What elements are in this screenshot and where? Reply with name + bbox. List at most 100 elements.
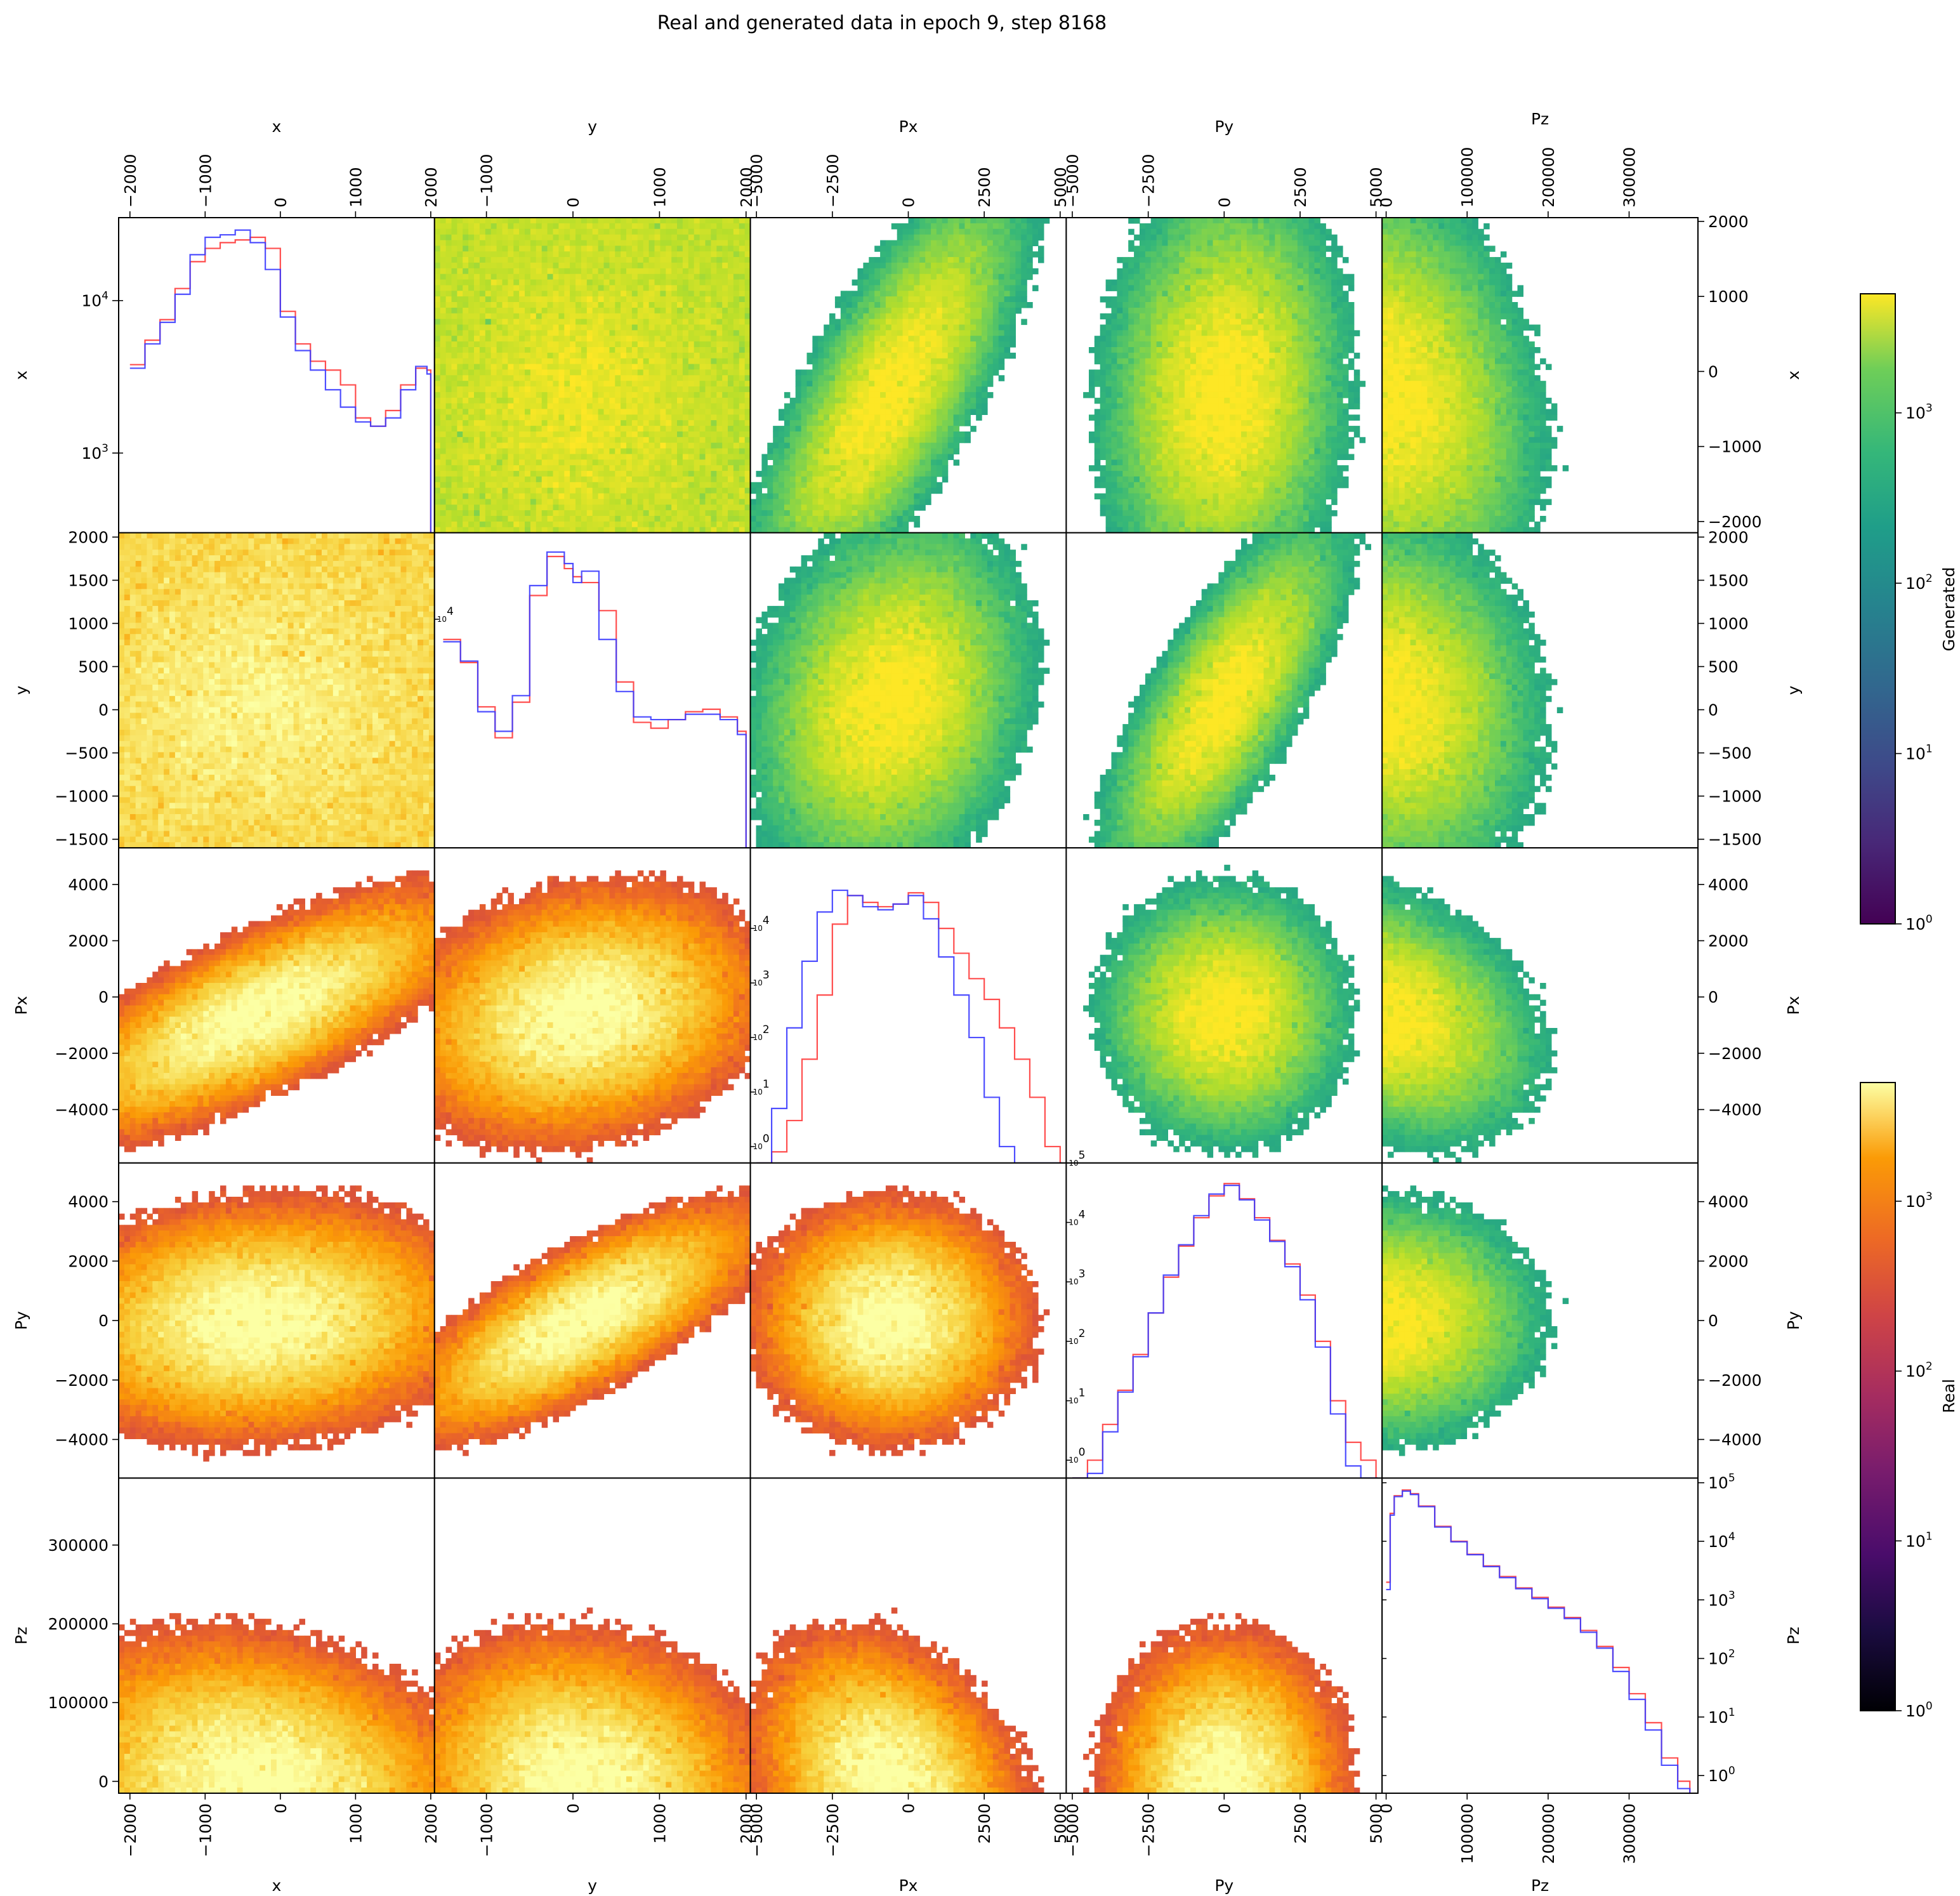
heatmap-cell: [593, 482, 599, 489]
heatmap-cell: [513, 341, 520, 348]
heatmap-cell: [593, 437, 599, 444]
heatmap-cell: [739, 516, 746, 522]
heatmap-cell: [649, 257, 655, 263]
heatmap-cell: [615, 229, 621, 235]
heatmap-cell: [485, 325, 492, 331]
heatmap-cell: [638, 375, 644, 381]
heatmap-cell: [474, 504, 480, 511]
heatmap-cell: [643, 459, 650, 466]
heatmap-cell: [711, 285, 717, 291]
heatmap-cell: [632, 465, 638, 471]
heatmap-cell: [474, 392, 480, 398]
heatmap-cell: [542, 218, 548, 224]
heatmap-cell: [733, 369, 740, 376]
heatmap-cell: [468, 494, 475, 500]
heatmap-cell: [548, 369, 554, 376]
heatmap-cell: [581, 522, 588, 528]
heatmap-cell: [671, 274, 678, 280]
heatmap-cell: [536, 223, 543, 230]
heatmap-cell: [480, 353, 486, 359]
heatmap-cell: [638, 296, 644, 303]
heatmap-cell: [733, 235, 740, 241]
heatmap-cell: [525, 426, 531, 432]
heatmap-cell: [700, 522, 706, 528]
heatmap-cell: [503, 516, 509, 522]
heatmap-cell: [824, 471, 830, 477]
heatmap-cell: [660, 246, 666, 252]
heatmap-cell: [728, 431, 734, 438]
heatmap-cell: [784, 426, 791, 432]
heatmap-cell: [536, 341, 543, 348]
heatmap-cell: [643, 240, 650, 247]
heatmap-cell: [609, 516, 615, 522]
heatmap-cell: [485, 319, 492, 325]
heatmap-cell: [497, 471, 503, 477]
heatmap-cell: [706, 268, 712, 275]
heatmap-cell: [446, 516, 452, 522]
heatmap-cell: [452, 477, 458, 483]
heatmap-cell: [558, 471, 565, 477]
heatmap-cell: [807, 499, 813, 505]
heatmap-cell: [480, 229, 486, 235]
heatmap-cell: [480, 522, 486, 528]
heatmap-cell: [700, 398, 706, 404]
heatmap-cell: [587, 353, 593, 359]
heatmap-cell: [615, 477, 621, 483]
heatmap-cell: [530, 414, 537, 421]
heatmap-cell: [570, 268, 576, 275]
heatmap-cell: [615, 330, 621, 336]
heatmap-cell: [706, 522, 712, 528]
heatmap-cell: [683, 218, 689, 224]
heatmap-cell: [632, 426, 638, 432]
heatmap-cell: [609, 454, 615, 461]
heatmap-cell: [576, 341, 582, 348]
heatmap-cell: [688, 218, 695, 224]
heatmap-cell: [615, 471, 621, 477]
heatmap-cell: [548, 330, 554, 336]
heatmap-cell: [536, 218, 543, 224]
heatmap-cell: [576, 313, 582, 320]
heatmap-cell: [829, 482, 836, 489]
heatmap-cell: [513, 263, 520, 269]
heatmap-cell: [632, 308, 638, 314]
heatmap-cell: [570, 443, 576, 449]
heatmap-cell: [655, 494, 661, 500]
heatmap-cell: [480, 223, 486, 230]
heatmap-cell: [548, 274, 554, 280]
heatmap-cell: [649, 482, 655, 489]
heatmap-cell: [513, 420, 520, 426]
heatmap-cell: [739, 465, 746, 471]
heatmap-cell: [587, 308, 593, 314]
heatmap-cell: [485, 504, 492, 511]
heatmap-cell: [468, 409, 475, 416]
heatmap-cell: [474, 291, 480, 297]
heatmap-cell: [671, 459, 678, 466]
heatmap-cell: [519, 426, 525, 432]
heatmap-cell: [525, 375, 531, 381]
heatmap-cell: [570, 296, 576, 303]
heatmap-cell: [655, 375, 661, 381]
heatmap-cell: [457, 504, 463, 511]
heatmap-cell: [660, 482, 666, 489]
heatmap-cell: [790, 459, 796, 466]
heatmap-cell: [739, 296, 746, 303]
heatmap-cell: [558, 477, 565, 483]
heatmap-cell: [655, 280, 661, 286]
heatmap-cell: [593, 291, 599, 297]
heatmap-cell: [756, 516, 763, 522]
heatmap-cell: [626, 414, 633, 421]
heatmap-cell: [706, 313, 712, 320]
heatmap-cell: [801, 431, 808, 438]
heatmap-cell: [604, 375, 610, 381]
heatmap-cell: [722, 381, 728, 387]
heatmap-cell: [688, 341, 695, 348]
heatmap-cell: [519, 274, 525, 280]
heatmap-cell: [711, 494, 717, 500]
heatmap-cell: [801, 392, 808, 398]
heatmap-cell: [626, 477, 633, 483]
heatmap-cell: [824, 364, 830, 371]
heatmap-cell: [621, 341, 627, 348]
heatmap-cell: [711, 319, 717, 325]
heatmap-cell: [638, 218, 644, 224]
heatmap-cell: [452, 229, 458, 235]
